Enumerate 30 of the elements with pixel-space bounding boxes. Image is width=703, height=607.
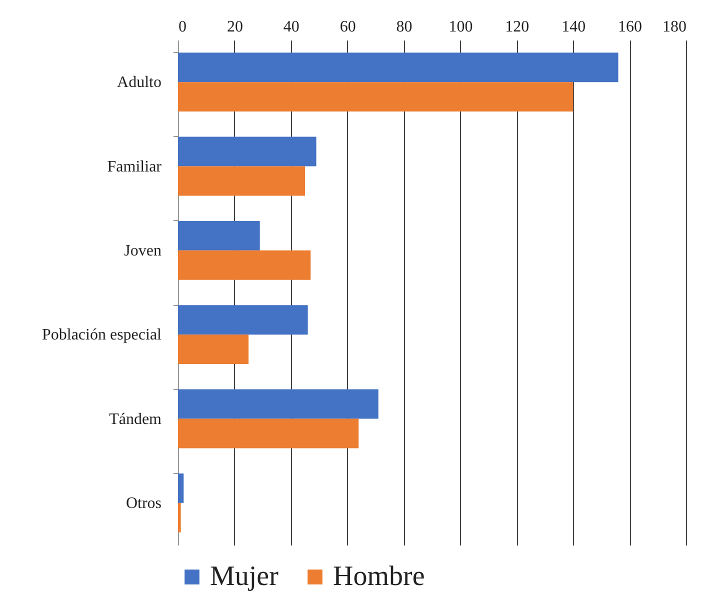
x-tick-label: 20 bbox=[226, 18, 243, 36]
legend-label: Hombre bbox=[333, 561, 425, 592]
x-tick-label: 140 bbox=[562, 18, 586, 36]
bar bbox=[178, 334, 249, 364]
x-tick-label: 120 bbox=[505, 18, 530, 36]
legend-label: Mujer bbox=[210, 561, 280, 592]
x-tick-label: 80 bbox=[396, 18, 412, 36]
bar bbox=[178, 502, 181, 532]
bar bbox=[178, 166, 305, 196]
bar bbox=[178, 220, 260, 250]
y-tick-label: Joven bbox=[124, 242, 162, 260]
y-tick-label: Tándem bbox=[109, 410, 162, 428]
bar bbox=[178, 418, 359, 448]
x-tick-label: 60 bbox=[340, 18, 356, 36]
bar bbox=[178, 389, 378, 419]
x-tick-label: 0 bbox=[178, 18, 186, 36]
x-tick-label: 100 bbox=[448, 18, 473, 36]
bar bbox=[178, 82, 574, 112]
bar bbox=[178, 136, 316, 166]
bar bbox=[178, 305, 308, 335]
x-tick-label: 180 bbox=[662, 18, 686, 36]
bar bbox=[178, 250, 311, 280]
bar bbox=[178, 52, 618, 82]
y-tick-label: Población especial bbox=[42, 326, 162, 344]
x-tick-label: 40 bbox=[283, 18, 300, 36]
y-tick-label: Adulto bbox=[117, 74, 162, 92]
y-tick-label: Otros bbox=[126, 494, 162, 512]
y-tick-label: Familiar bbox=[107, 158, 162, 176]
x-tick-label: 160 bbox=[618, 18, 642, 36]
bar bbox=[178, 473, 184, 503]
